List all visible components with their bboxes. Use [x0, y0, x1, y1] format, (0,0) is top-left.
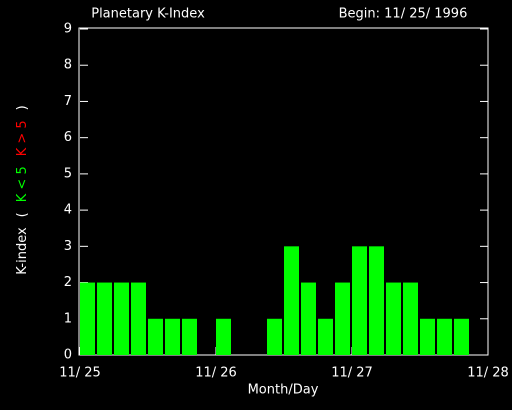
chart-subtitle: Begin: 11/ 25/ 1996 — [339, 7, 468, 22]
y-tick-label: 1 — [64, 311, 72, 326]
bar — [267, 318, 282, 355]
x-axis-label: Month/Day — [248, 383, 319, 398]
bar — [165, 318, 180, 355]
y-axis-label: K-index ( K < 5 K > 5) — [15, 105, 30, 274]
y-axis-label-part: K > 5 — [15, 120, 30, 156]
x-tick-label: 11/ 26 — [195, 366, 237, 381]
bar — [386, 282, 401, 355]
y-tick-label: 5 — [64, 166, 72, 181]
x-tick-label: 11/ 27 — [331, 366, 373, 381]
bar — [131, 282, 146, 355]
bar — [335, 282, 350, 355]
y-tick-label: 4 — [64, 203, 72, 218]
bar — [80, 282, 95, 355]
bar — [318, 318, 333, 355]
y-tick-label: 2 — [64, 275, 72, 290]
bar — [216, 318, 231, 355]
y-axis-label-part: K < 5 — [15, 166, 30, 202]
x-tick-label: 11/ 25 — [59, 366, 101, 381]
bar — [114, 282, 129, 355]
y-tick-label: 0 — [64, 348, 72, 363]
y-axis-label-part: ( — [15, 212, 30, 217]
y-tick-label: 6 — [64, 130, 72, 145]
bar — [369, 246, 384, 355]
y-tick-label: 9 — [64, 22, 72, 37]
bar — [301, 282, 316, 355]
bar — [437, 318, 452, 355]
bar — [454, 318, 469, 355]
bar — [182, 318, 197, 355]
y-tick-label: 7 — [64, 94, 72, 109]
y-axis-label-part: ) — [15, 105, 30, 110]
plot-frame — [78, 27, 489, 356]
x-tick-label: 11/ 28 — [467, 366, 509, 381]
y-axis-label-part: K-index — [15, 227, 30, 275]
bar — [420, 318, 435, 355]
bar — [148, 318, 163, 355]
y-tick-label: 8 — [64, 58, 72, 73]
bar — [97, 282, 112, 355]
bar — [403, 282, 418, 355]
y-tick-label: 3 — [64, 239, 72, 254]
bar — [284, 246, 299, 355]
bar — [352, 246, 367, 355]
chart-title: Planetary K-Index — [91, 7, 205, 22]
